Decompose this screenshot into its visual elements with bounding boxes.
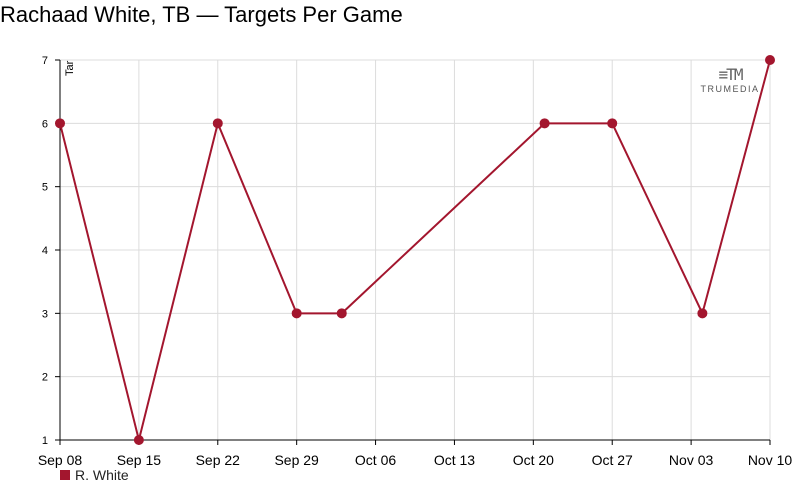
x-tick-label: Oct 20 [513,452,554,468]
trumedia-logo-text: TRUMEDIA [700,84,760,94]
legend-swatch-r-white [60,470,70,480]
x-tick-label: Sep 22 [196,452,241,468]
y-tick-label: 7 [42,55,48,67]
y-tick-label: 6 [42,118,48,130]
series-r-white [55,55,775,445]
data-point [133,435,144,445]
axes: 1 2 3 4 5 6 7 Sep 08 Sep 15 Sep 22 Sep 29 Oct 06 Oct… [38,55,793,468]
data-point [607,118,618,129]
chart-title: Rachaad White, TB — Targets Per Game [0,2,403,27]
x-tick-label: Sep 29 [274,452,319,468]
y-axis-label: Tar [64,60,76,76]
data-point [212,118,223,129]
x-tick-label: Oct 06 [355,452,396,468]
legend-label-r-white: R. White [75,467,129,483]
data-point [765,55,775,65]
x-tick-label: Sep 15 [117,452,162,468]
data-point [291,308,302,319]
data-point [336,308,347,319]
x-tick-label: Sep 08 [38,452,83,468]
x-tick-label: Nov 03 [669,452,714,468]
y-tick-label: 1 [42,435,48,447]
y-tick-label: 3 [42,308,48,320]
data-point [697,308,708,319]
trumedia-logo: ≡TM TRUMEDIA [694,65,766,95]
data-point [539,118,550,129]
x-tick-label: Oct 13 [434,452,475,468]
data-point [55,118,65,129]
y-tick-label: 4 [42,245,48,257]
y-tick-label: 5 [42,182,48,194]
trumedia-logo-mark: ≡TM [718,65,744,84]
x-tick-label: Nov 10 [748,452,793,468]
x-tick-label: Oct 27 [592,452,633,468]
chart-legend[interactable]: R. White [60,467,129,483]
y-tick-label: 2 [42,372,48,384]
grid-lines [59,59,771,441]
